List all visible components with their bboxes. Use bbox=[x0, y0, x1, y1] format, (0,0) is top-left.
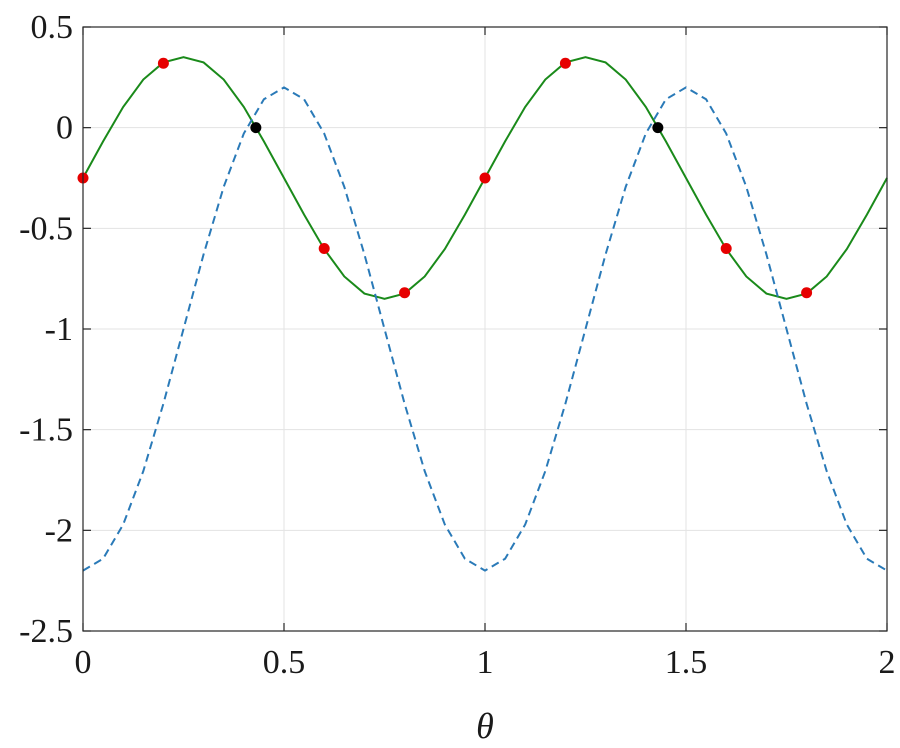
y-tick-label: -1 bbox=[45, 311, 73, 348]
data-point-group-2 bbox=[250, 122, 262, 134]
series-line-2 bbox=[82, 86, 888, 572]
data-point-group-1 bbox=[720, 242, 732, 254]
x-tick-labels: 0 0.5 1 1.5 2 bbox=[75, 644, 896, 681]
marker-layer bbox=[77, 57, 813, 299]
y-tick-label: -2 bbox=[45, 512, 73, 549]
data-point-group-1 bbox=[559, 57, 571, 69]
x-tick-label: 1.5 bbox=[665, 644, 708, 681]
y-tick-labels: 0.5 0 -0.5 -1 -1.5 -2 -2.5 bbox=[19, 9, 73, 650]
x-tick-label: 2 bbox=[879, 644, 896, 681]
x-tick-label: 1 bbox=[477, 644, 494, 681]
data-point-group-1 bbox=[801, 287, 813, 299]
grid bbox=[82, 26, 888, 632]
y-tick-label: -1.5 bbox=[19, 412, 73, 449]
data-point-group-1 bbox=[318, 242, 330, 254]
data-point-group-1 bbox=[157, 57, 169, 69]
y-tick-label: 0.5 bbox=[31, 9, 74, 46]
tick-layer bbox=[82, 26, 888, 632]
data-point-group-1 bbox=[479, 172, 491, 184]
data-point-group-2 bbox=[652, 122, 664, 134]
data-point-group-1 bbox=[399, 287, 411, 299]
y-tick-label: -2.5 bbox=[19, 613, 73, 650]
y-tick-label: -0.5 bbox=[19, 210, 73, 247]
x-tick-label: 0 bbox=[75, 644, 92, 681]
y-tick-label: 0 bbox=[56, 110, 73, 147]
x-axis-label: θ bbox=[476, 706, 494, 746]
x-tick-label: 0.5 bbox=[263, 644, 306, 681]
